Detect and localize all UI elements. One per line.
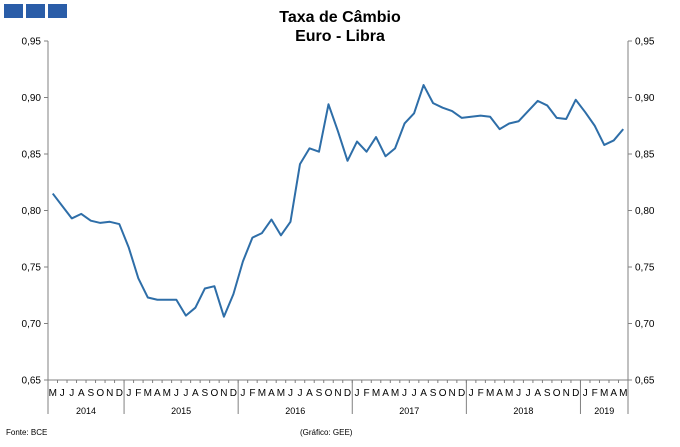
x-tick-label-month: M [258,388,266,399]
x-tick-label-month: J [297,388,302,399]
x-tick-label-month: N [106,388,113,399]
series-line-eur-gbp [51,84,625,318]
chart-title: Taxa de Câmbio Euro - Libra [0,8,680,46]
x-tick-label-month: M [163,388,171,399]
x-tick-label-month: A [496,388,503,399]
chart-axes [44,40,632,414]
y-tick-label-left: 0,85 [22,150,42,161]
x-tick-label-year: 2019 [594,406,614,416]
x-tick-label-month: M [277,388,285,399]
x-tick-label-month: F [363,388,369,399]
x-tick-label-month: S [316,388,323,399]
x-tick-label-month: A [78,388,85,399]
x-tick-label-month: D [344,388,351,399]
x-tick-label-month: A [534,388,541,399]
x-tick-label-month: A [154,388,161,399]
graph-credit: (Gráfico: GEE) [300,428,353,437]
y-tick-label-left: 0,80 [22,206,42,217]
x-tick-label-month: J [469,388,474,399]
y-tick-label-left: 0,70 [22,319,42,330]
x-tick-label-year: 2018 [513,406,533,416]
y-tick-label-right: 0,85 [635,150,655,161]
x-tick-label-month: F [135,388,141,399]
x-tick-label-month: A [420,388,427,399]
x-tick-label-month: S [544,388,551,399]
x-tick-label-month: A [306,388,313,399]
y-tick-label-right: 0,90 [635,93,655,104]
x-axis-year-labels: 2014 2015 2016 2017 2018 2019 [76,406,614,416]
y-tick-label-right: 0,70 [635,319,655,330]
x-tick-label-month: J [402,388,407,399]
y-tick-label-right: 0,75 [635,263,655,274]
x-tick-label-month: M [49,388,57,399]
x-tick-label-month: S [87,388,94,399]
x-tick-label-month: M [372,388,380,399]
x-tick-label-month: J [126,388,131,399]
x-tick-label-month: J [60,388,65,399]
x-tick-label-month: D [230,388,237,399]
x-tick-label-month: M [144,388,152,399]
x-tick-label-year: 2017 [399,406,419,416]
x-tick-label-month: J [583,388,588,399]
x-tick-label-month: J [69,388,74,399]
x-tick-label-year: 2016 [285,406,305,416]
y-axis-right-labels: 0,65 0,70 0,75 0,80 0,85 0,90 0,95 [635,37,655,387]
x-tick-label-month: S [202,388,209,399]
gee-logo [4,4,67,18]
x-tick-label-month: J [288,388,293,399]
y-tick-label-right: 0,80 [635,206,655,217]
x-tick-label-month: A [268,388,275,399]
x-tick-label-month: M [391,388,399,399]
chart-title-line2: Euro - Libra [295,28,385,45]
x-tick-label-month: N [220,388,227,399]
x-tick-label-month: M [505,388,513,399]
x-tick-label-month: J [526,388,531,399]
x-tick-label-year: 2015 [171,406,191,416]
y-tick-label-left: 0,65 [22,376,42,387]
x-tick-label-month: O [211,388,219,399]
x-tick-label-month: S [430,388,437,399]
x-tick-label-month: A [382,388,389,399]
y-tick-label-left: 0,90 [22,93,42,104]
y-tick-label-right: 0,65 [635,376,655,387]
chart-title-line1: Taxa de Câmbio [279,9,401,26]
x-tick-label-month: J [240,388,245,399]
x-tick-label-month: A [192,388,199,399]
x-tick-label-month: O [96,388,104,399]
x-tick-label-month: D [116,388,123,399]
logo-block [48,4,67,18]
x-tick-label-month: N [563,388,570,399]
x-tick-label-month: J [174,388,179,399]
x-tick-label-month: M [486,388,494,399]
x-tick-label-month: O [439,388,447,399]
x-tick-label-month: N [334,388,341,399]
x-tick-label-month: J [355,388,360,399]
x-tick-label-month: F [478,388,484,399]
x-tick-label-month: F [249,388,255,399]
x-tick-label-year: 2014 [76,406,96,416]
y-tick-label-left: 0,95 [22,37,42,48]
y-tick-label-left: 0,75 [22,263,42,274]
x-tick-label-month: O [553,388,561,399]
x-tick-label-month: M [600,388,608,399]
source-note: Fonte: BCE [6,428,48,437]
x-tick-label-month: A [610,388,617,399]
x-tick-label-month: O [325,388,333,399]
y-tick-label-right: 0,95 [635,37,655,48]
logo-block [26,4,45,18]
logo-block [4,4,23,18]
x-tick-label-month: M [619,388,627,399]
x-tick-label-month: D [458,388,465,399]
y-axis-left-labels: 0,65 0,70 0,75 0,80 0,85 0,90 0,95 [22,37,42,387]
x-tick-label-month: D [572,388,579,399]
x-tick-label-month: N [448,388,455,399]
x-tick-label-month: J [516,388,521,399]
x-tick-label-month: J [183,388,188,399]
x-tick-label-month: J [412,388,417,399]
x-tick-label-month: F [592,388,598,399]
